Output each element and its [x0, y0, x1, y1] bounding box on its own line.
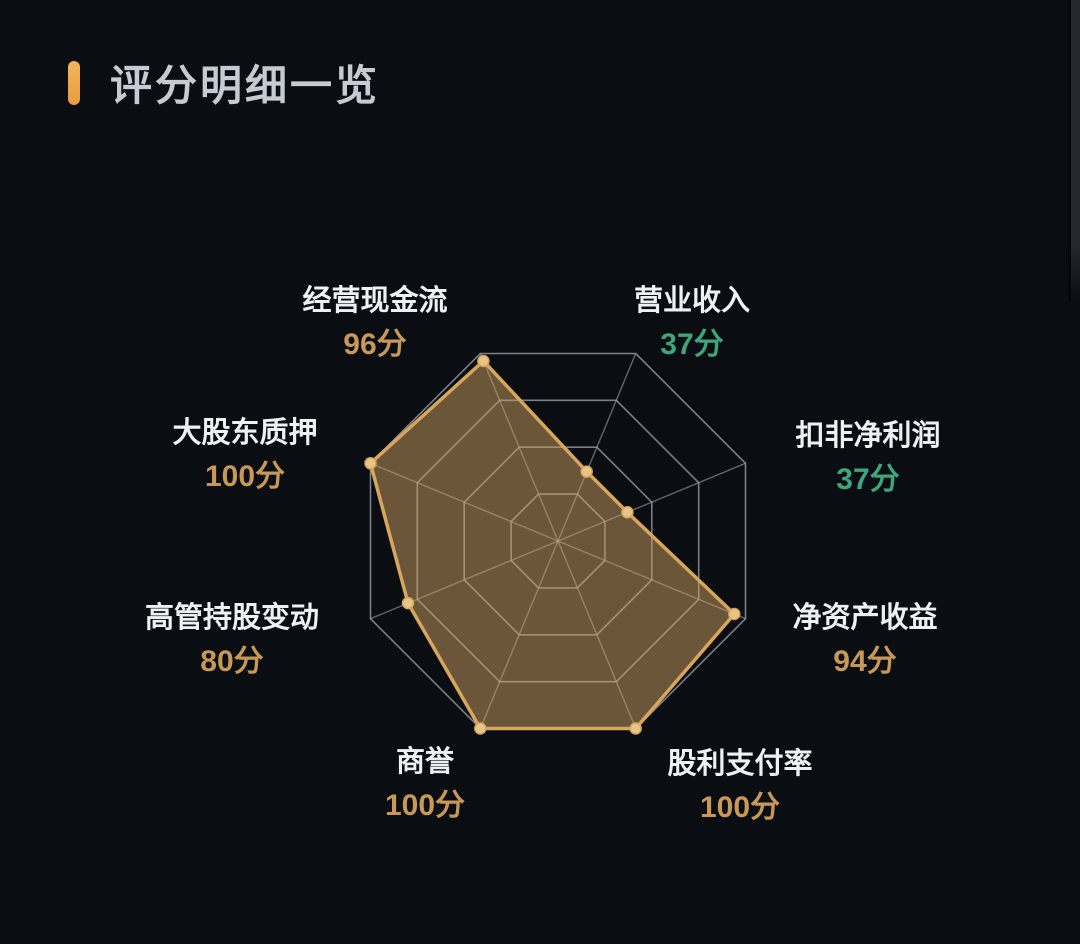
- radar-axis-name: 营业收入: [633, 285, 751, 317]
- radar-axis-name: 商誉: [395, 746, 454, 778]
- radar-data-point: [474, 722, 487, 735]
- radar-axis-name: 净资产收益: [792, 602, 938, 634]
- radar-axis-score: 100分: [384, 789, 466, 822]
- radar-axis-label: 经营现金流 96分: [302, 279, 447, 367]
- radar-axis-name: 大股东质押: [172, 417, 318, 449]
- radar-axis-label: 营业收入 37分: [634, 279, 750, 367]
- radar-axis-score: 80分: [200, 645, 264, 678]
- radar-axis-label: 大股东质押 100分: [172, 411, 317, 499]
- radar-data-point: [728, 607, 741, 621]
- radar-axis-label: 扣非净利润 37分: [795, 414, 940, 502]
- radar-axis-label: 净资产收益 94分: [792, 596, 937, 684]
- radar-data-point: [629, 722, 642, 735]
- radar-axis-score: 37分: [836, 463, 900, 496]
- radar-axis-name: 股利支付率: [667, 748, 813, 780]
- page-title: 评分明细一览: [110, 62, 381, 109]
- radar-data-point: [580, 465, 593, 478]
- right-edge-panel-strip: [1068, 0, 1080, 302]
- radar-axis-name: 扣非净利润: [795, 420, 941, 452]
- radar-data-point: [477, 354, 490, 368]
- radar-axis-label: 股利支付率 100分: [667, 742, 812, 830]
- radar-axis-name: 高管持股变动: [144, 602, 320, 634]
- radar-axis-name: 经营现金流: [302, 285, 448, 317]
- radar-data-point: [621, 506, 634, 519]
- radar-axis-score: 94分: [833, 645, 897, 678]
- header: 评分明细一览: [68, 52, 380, 113]
- radar-axis-label: 商誉 100分: [385, 740, 465, 828]
- radar-axis-score: 100分: [204, 460, 286, 493]
- radar-axis-score: 100分: [699, 791, 781, 824]
- radar-data-point: [401, 596, 415, 610]
- title-accent-bar: [68, 60, 80, 105]
- radar-axis-score: 96分: [343, 328, 407, 361]
- radar-axis-label: 高管持股变动 80分: [145, 596, 319, 684]
- radar-axis-score: 37分: [660, 328, 724, 361]
- radar-data-point: [364, 457, 377, 470]
